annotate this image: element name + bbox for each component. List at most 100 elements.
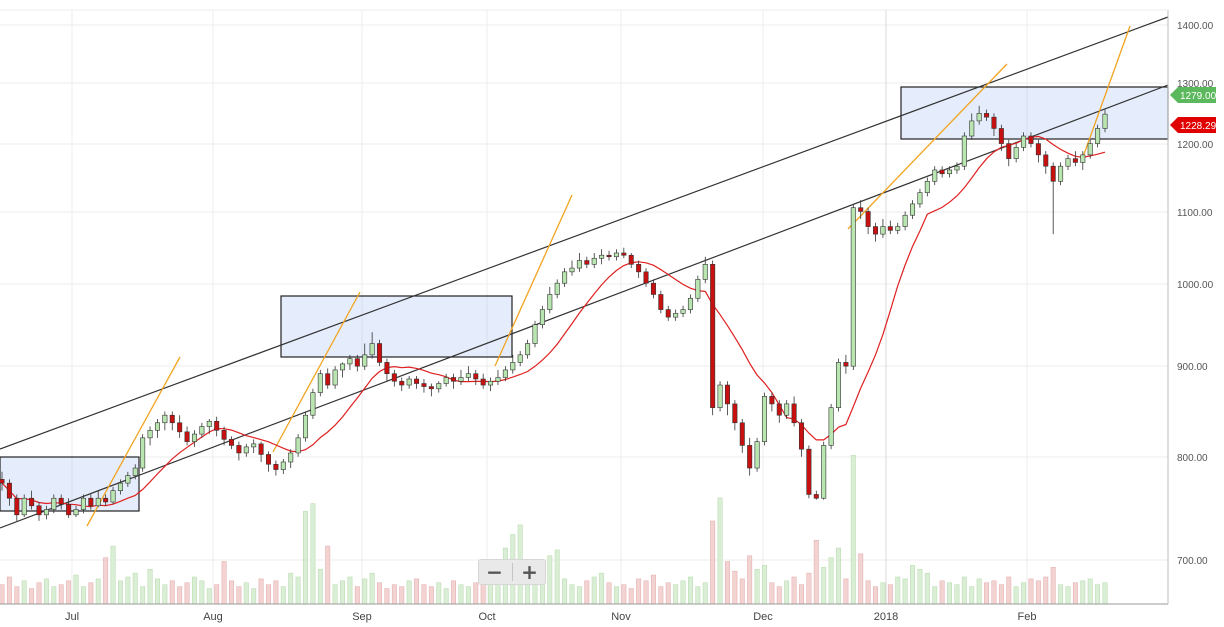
trend-line: [0, 16, 1169, 450]
candle-body: [325, 373, 331, 386]
volume-bar: [421, 584, 427, 605]
channel-box: [900, 86, 1169, 140]
volume-bar: [162, 584, 168, 605]
volume-bar: [95, 578, 101, 605]
volume-bar: [384, 588, 390, 605]
volume-bar: [66, 580, 72, 605]
volume-bar: [266, 584, 271, 605]
candle-body: [991, 116, 997, 129]
volume-bar: [769, 582, 775, 605]
candle-body: [1072, 158, 1078, 163]
candle-body: [776, 403, 782, 416]
volume-bar: [414, 578, 420, 605]
volume-bar: [569, 584, 575, 605]
volume-bar: [591, 576, 597, 605]
volume-bar: [673, 584, 679, 605]
candle-body: [969, 120, 975, 137]
chart-grid: [0, 10, 1168, 604]
candle-body: [88, 497, 94, 507]
candle-body: [43, 509, 49, 516]
volume-bar: [243, 582, 249, 605]
volume-bar: [236, 586, 242, 605]
candle-body: [191, 433, 197, 442]
candle-body: [317, 373, 323, 393]
breakout-line: [272, 291, 361, 453]
zoom-out-button[interactable]: −: [486, 560, 503, 584]
candle-body: [761, 396, 767, 442]
y-tick-label: 1400.00: [1177, 21, 1214, 32]
candle-body: [162, 414, 168, 424]
volume-bar: [1080, 580, 1086, 605]
x-tick-label: Aug: [203, 611, 223, 623]
channel-boxes: [0, 86, 1169, 512]
volume-bar: [369, 572, 375, 605]
candle-body: [14, 497, 20, 516]
volume-bar: [924, 572, 930, 605]
volume-bar: [354, 586, 360, 605]
volume-bar: [458, 584, 464, 605]
volume-bar: [836, 547, 841, 605]
volume-bar: [229, 580, 234, 605]
candle-body: [1102, 113, 1108, 129]
candle-body: [117, 482, 123, 491]
candle-body: [0, 479, 5, 484]
volume-bar: [103, 557, 109, 605]
candle-body: [273, 463, 279, 470]
volume-bar: [636, 578, 642, 605]
candle-body: [702, 263, 708, 280]
volume-bar: [184, 582, 190, 605]
candle-body: [717, 384, 723, 408]
volume-bar: [547, 555, 553, 605]
volume-bar: [858, 553, 864, 605]
y-tick-label: 1000.00: [1177, 280, 1214, 291]
volume-bar: [939, 580, 945, 605]
moving-average-line: [1, 135, 1106, 508]
volume-bar: [710, 520, 716, 605]
candle-body: [895, 226, 901, 231]
candle-body: [939, 169, 945, 175]
zoom-in-button[interactable]: +: [521, 560, 538, 584]
volume-bar: [1006, 576, 1012, 605]
volume-bar: [961, 576, 967, 605]
volume-bar: [687, 576, 693, 605]
volume-bar: [6, 576, 12, 605]
volume-bar: [1050, 567, 1056, 605]
candle-body: [710, 263, 716, 408]
candle-body: [73, 509, 79, 516]
candle-body: [599, 254, 605, 259]
candle-body: [525, 343, 531, 356]
candle-body: [340, 363, 346, 371]
candle-body: [732, 403, 738, 424]
volume-bar: [251, 588, 257, 605]
candle-body: [739, 422, 745, 446]
volume-bar: [295, 576, 301, 605]
volume-bar: [14, 586, 20, 605]
volume-bar: [310, 503, 316, 605]
volume-bar: [576, 586, 582, 605]
volume-bar: [43, 578, 49, 605]
candle-body: [687, 297, 693, 310]
candle-body: [391, 373, 397, 382]
y-tick-label: 900.00: [1177, 362, 1208, 373]
candle-body: [998, 128, 1004, 144]
volume-bar: [1102, 582, 1108, 605]
volume-bar: [36, 582, 42, 605]
volume-bar: [762, 565, 767, 605]
volume-bar: [317, 569, 323, 605]
volume-bar: [562, 578, 568, 605]
breakout-line: [494, 194, 573, 367]
candle-body: [295, 437, 301, 454]
candle-body: [673, 313, 679, 318]
candle-body: [584, 260, 590, 265]
candle-body: [621, 252, 627, 256]
volume-bar: [843, 578, 849, 605]
volume-bar: [443, 588, 449, 605]
candle-body: [976, 113, 982, 122]
volume-bar: [702, 582, 708, 605]
candle-body: [206, 420, 212, 427]
candle-body: [480, 378, 486, 386]
candle-body: [458, 377, 464, 382]
candle-body: [1095, 128, 1101, 144]
price-tags: 1279.00 1228.29: [1170, 87, 1217, 133]
